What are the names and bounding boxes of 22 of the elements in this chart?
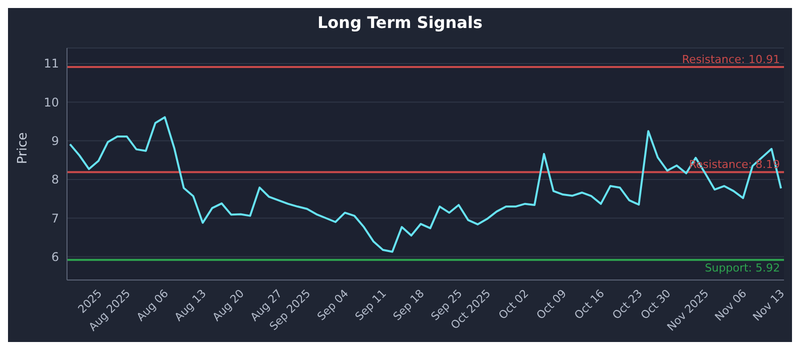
x-tick-label: Sep 04 — [314, 286, 352, 324]
y-axis-title: Price — [16, 132, 31, 164]
x-tick-label: Oct 16 — [572, 286, 607, 322]
chart-title: Long Term Signals — [316, 12, 484, 34]
line-series — [69, 116, 782, 253]
y-tick-label: 10 — [44, 95, 59, 110]
x-tick-label: Nov 06 — [712, 286, 750, 324]
x-tick-label: Aug 20 — [210, 286, 247, 324]
x-tick-label: Aug 13 — [172, 286, 209, 324]
x-tick-label: Oct 02 — [496, 286, 532, 322]
y-tick-label: 7 — [51, 211, 59, 226]
y-tick-label: 11 — [44, 56, 59, 71]
x-tick-label: Sep 11 — [352, 286, 389, 324]
x-tick-label: Nov 13 — [750, 286, 788, 324]
x-tick-label: Sep 18 — [390, 286, 427, 324]
y-tick-label: 8 — [51, 172, 59, 187]
y-tick-label: 9 — [51, 134, 59, 148]
ref-line-label: Support: 5.92 — [704, 262, 780, 275]
ref-line-label: Resistance: 10.91 — [682, 52, 780, 66]
y-tick-label: 6 — [51, 250, 59, 264]
x-tick-label: Oct 09 — [534, 286, 570, 322]
x-tick-label: Aug 06 — [134, 286, 171, 324]
